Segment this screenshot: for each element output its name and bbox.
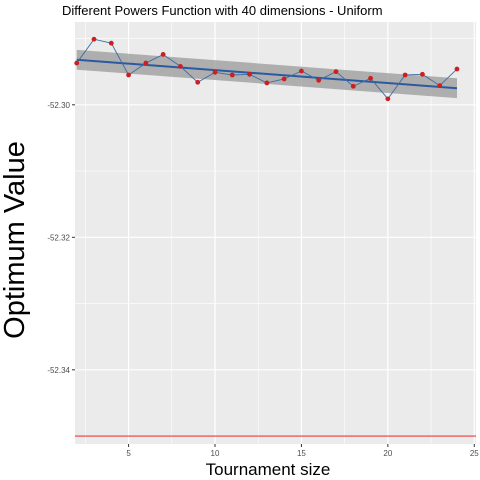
- data-point-12: [281, 76, 287, 82]
- data-point-17: [368, 75, 373, 81]
- x-tick-label-3: 20: [383, 449, 392, 458]
- data-point-13: [299, 68, 304, 74]
- data-point-16: [350, 83, 356, 89]
- y-axis-label: Optimum Value: [0, 141, 31, 339]
- data-point-3: [126, 72, 131, 78]
- trend-line: [76, 58, 458, 90]
- data-point-4: [143, 60, 149, 66]
- y-tick-label-2: -52.34: [47, 366, 70, 375]
- data-point-8: [212, 69, 218, 75]
- x-tick-label-4: 25: [470, 449, 479, 458]
- data-point-1: [91, 36, 97, 42]
- data-point-11: [264, 80, 270, 86]
- chart-title: Different Powers Function with 40 dimens…: [62, 3, 383, 18]
- x-tick-label-1: 10: [211, 449, 220, 458]
- x-axis-label: Tournament size: [206, 460, 331, 479]
- data-point-5: [160, 52, 166, 57]
- x-tick-label-2: 15: [297, 449, 306, 458]
- x-axis-ticks: 5 10 15 20 25: [126, 444, 479, 458]
- data-point-7: [195, 79, 201, 85]
- y-axis-ticks: -52.30 -52.32 -52.34: [47, 101, 75, 375]
- data-point-20: [420, 71, 425, 77]
- data-point-15: [333, 69, 339, 75]
- data-point-14: [316, 77, 322, 83]
- data-points: [74, 36, 460, 102]
- data-point-18: [385, 96, 391, 102]
- data-point-9: [229, 72, 235, 78]
- y-tick-label-0: -52.30: [47, 101, 70, 110]
- data-point-22: [454, 66, 460, 72]
- data-point-19: [402, 72, 408, 78]
- data-point-2: [108, 40, 114, 46]
- data-point-21: [437, 83, 443, 88]
- x-tick-label-0: 5: [126, 449, 131, 458]
- data-point-6: [178, 63, 183, 69]
- data-point-0: [74, 60, 80, 66]
- y-tick-label-1: -52.32: [47, 233, 70, 242]
- data-point-10: [247, 71, 252, 77]
